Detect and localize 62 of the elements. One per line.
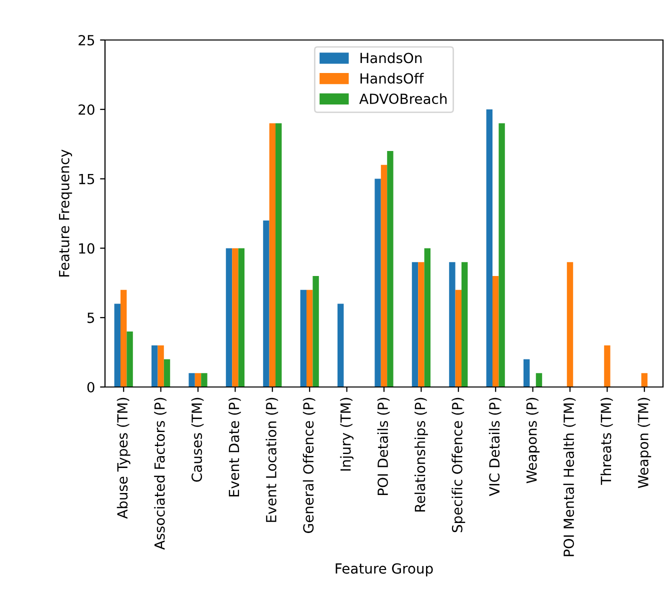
- bar: [312, 276, 319, 387]
- legend-label: HandsOn: [360, 52, 422, 64]
- y-tick-label: 5: [88, 312, 94, 324]
- x-axis-title: Feature Group: [336, 563, 433, 576]
- bar: [306, 290, 313, 387]
- bar: [300, 290, 306, 387]
- x-tick-label: Weapon (TM): [638, 398, 652, 488]
- bar: [158, 345, 164, 387]
- x-tick-label: Abuse Types (TM): [116, 398, 130, 519]
- bar: [374, 178, 381, 387]
- x-tick-label: Weapons (P): [526, 398, 540, 484]
- bar: [152, 345, 158, 387]
- y-axis-title: Feature Frequency: [59, 150, 72, 276]
- bar: [238, 248, 244, 387]
- bar: [263, 220, 270, 387]
- bar: [455, 290, 462, 387]
- bar: [462, 262, 468, 387]
- x-tick-label: Causes (TM): [191, 398, 204, 482]
- y-tick-label: 20: [78, 104, 94, 115]
- bar: [276, 123, 282, 387]
- bar: [387, 151, 394, 387]
- bar: [380, 164, 388, 387]
- x-tick-label: Injury (TM): [340, 398, 354, 471]
- x-tick-label: Event Location (P): [266, 398, 278, 522]
- bar: [486, 109, 492, 387]
- x-tick-label: Event Date (P): [228, 398, 241, 496]
- bar: [412, 262, 418, 387]
- x-tick-label: VIC Details (P): [488, 398, 502, 496]
- legend-label: ADVOBreach: [359, 93, 447, 104]
- x-tick-label: Specific Offence (P): [452, 398, 466, 532]
- bar: [524, 359, 530, 387]
- bar: [418, 262, 424, 387]
- y-tick-label: 10: [79, 243, 94, 254]
- legend-label: HandsOff: [360, 72, 424, 84]
- bar: [164, 359, 170, 387]
- bar: [536, 373, 542, 387]
- bar: [566, 262, 574, 387]
- x-tick-label: POI Details (P): [377, 398, 390, 495]
- bar: [498, 123, 505, 387]
- bar: [194, 373, 202, 387]
- bar: [126, 331, 133, 387]
- x-tick-label: General Offence (P): [302, 398, 316, 533]
- x-tick-label: Relationships (P): [414, 398, 428, 512]
- y-tick-label: 0: [87, 382, 94, 392]
- bar: [424, 248, 430, 387]
- bar: [114, 304, 120, 387]
- x-tick-label: Associated Factors (P): [154, 398, 166, 550]
- bar: [201, 373, 208, 387]
- bar: [641, 373, 648, 387]
- y-tick-label: 25: [78, 34, 94, 46]
- bar: [338, 304, 344, 387]
- bar: [604, 345, 610, 387]
- y-tick-label: 15: [79, 174, 94, 184]
- bar: [269, 123, 276, 387]
- bar: [188, 373, 195, 387]
- bar: [120, 290, 127, 387]
- x-tick-label: Threats (TM): [600, 398, 613, 485]
- bar: [226, 248, 232, 387]
- bar: [449, 262, 456, 387]
- x-tick-label: POI Mental Health (TM): [563, 398, 576, 556]
- bar: [492, 276, 499, 387]
- bar: [232, 248, 238, 387]
